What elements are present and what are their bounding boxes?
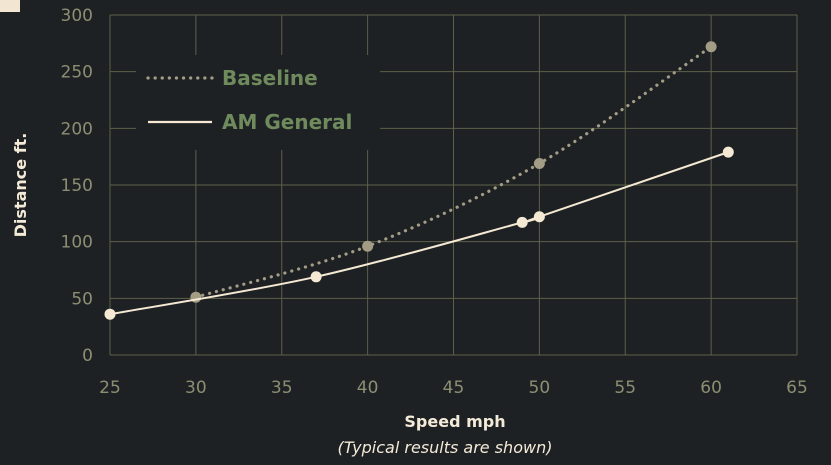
data-point bbox=[516, 216, 528, 228]
data-point bbox=[104, 308, 116, 320]
series-line bbox=[194, 45, 713, 299]
data-point bbox=[533, 211, 545, 223]
legend-box bbox=[136, 55, 380, 150]
x-tick-label: 35 bbox=[271, 378, 293, 398]
x-axis-ticks: 25 30 35 40 45 50 55 60 65 bbox=[99, 378, 808, 398]
x-tick-label: 50 bbox=[529, 378, 551, 398]
y-tick-label: 150 bbox=[61, 176, 93, 196]
y-tick-label: 50 bbox=[71, 289, 93, 309]
y-axis-title: Distance ft. bbox=[11, 133, 30, 238]
series-am-general bbox=[104, 146, 734, 320]
y-tick-label: 100 bbox=[61, 233, 93, 253]
series-line bbox=[109, 151, 729, 316]
grid-lines bbox=[109, 14, 798, 356]
legend-label: AM General bbox=[222, 110, 352, 134]
x-tick-label: 40 bbox=[357, 378, 379, 398]
data-point bbox=[310, 271, 322, 283]
data-point bbox=[533, 157, 545, 169]
y-tick-label: 0 bbox=[82, 346, 93, 366]
corner-mark bbox=[0, 0, 20, 12]
series-baseline bbox=[190, 41, 717, 303]
x-tick-label: 60 bbox=[700, 378, 722, 398]
x-tick-label: 45 bbox=[443, 378, 465, 398]
x-tick-label: 30 bbox=[185, 378, 207, 398]
legend-label: Baseline bbox=[222, 66, 318, 90]
legend: Baseline AM General bbox=[136, 55, 380, 150]
data-point bbox=[705, 41, 717, 53]
data-point bbox=[722, 146, 734, 158]
y-tick-label: 300 bbox=[61, 6, 93, 26]
y-tick-label: 250 bbox=[61, 63, 93, 83]
x-tick-label: 65 bbox=[786, 378, 808, 398]
data-point bbox=[362, 240, 374, 252]
y-tick-label: 200 bbox=[61, 119, 93, 139]
chart-note: (Typical results are shown) bbox=[338, 438, 553, 457]
y-axis-ticks: 0 50 100 150 200 250 300 bbox=[61, 6, 93, 366]
x-tick-label: 55 bbox=[614, 378, 636, 398]
x-tick-label: 25 bbox=[99, 378, 121, 398]
x-axis-title: Speed mph bbox=[404, 412, 505, 431]
series-layer bbox=[104, 41, 734, 320]
